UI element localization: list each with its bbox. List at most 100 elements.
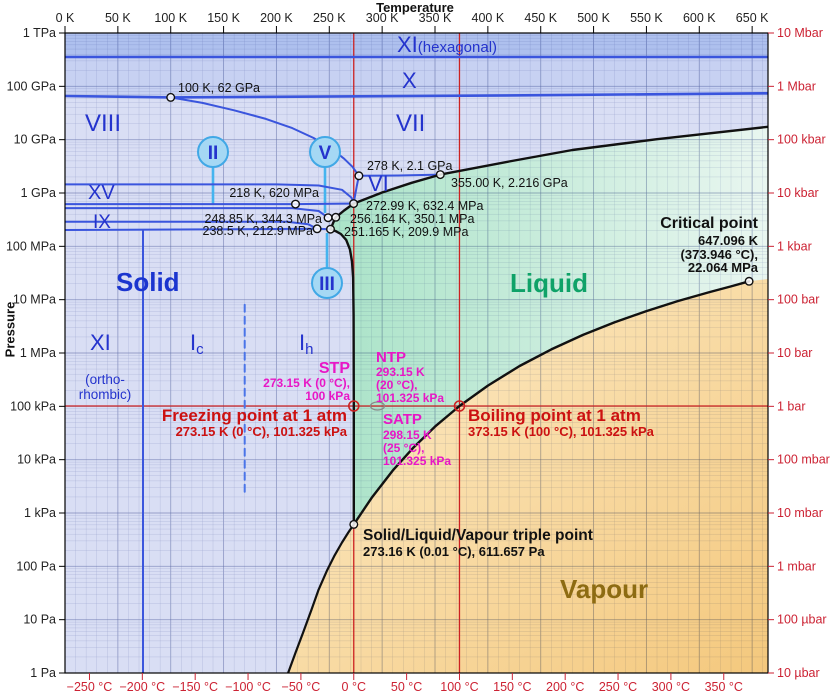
left-tick-label: 100 MPa: [6, 239, 56, 253]
right-tick-label: 10 Mbar: [777, 26, 823, 40]
top-tick-label: 100 K: [154, 11, 187, 25]
top-tick-label: 600 K: [683, 11, 716, 25]
data-point-marker: [326, 224, 336, 234]
data-point-marker: [349, 519, 359, 529]
annotation: Solid/Liquid/Vapour triple point: [363, 527, 593, 544]
right-tick-label: 1 mbar: [777, 559, 816, 573]
top-tick-label: 50 K: [105, 11, 131, 25]
annotation: 278 K, 2.1 GPa: [367, 159, 453, 173]
data-point-marker: [323, 213, 333, 223]
annotation: 238.5 K, 212.9 MPa: [203, 224, 314, 238]
right-tick-label: 10 kbar: [777, 186, 819, 200]
curve-vii-viii-boundary: [169, 96, 360, 177]
data-point-marker: [744, 276, 754, 286]
plot-area: II VIII: [65, 33, 768, 673]
curve-melting-vii: [439, 125, 768, 176]
bottom-tick-label: −250 °C: [67, 680, 113, 692]
phase-circle-label-III: III: [319, 274, 335, 295]
annotation: 647.096 K: [698, 233, 759, 248]
curve-vaporization: [352, 280, 751, 526]
top-tick-label: 300 K: [366, 11, 399, 25]
phase-label-(ortho-: (ortho-: [85, 372, 125, 387]
curve-xv-top-boundary: [65, 183, 355, 205]
left-tick-label: 10 kPa: [17, 453, 56, 467]
grid: [65, 33, 768, 673]
annotation: 248.85 K, 344.3 MPa: [205, 212, 322, 226]
annotation: 298.15 K: [383, 428, 432, 442]
phase-circle-label-II: II: [208, 143, 219, 164]
phase-circle-label-V: V: [319, 143, 332, 164]
phase-circle-III: [311, 267, 343, 299]
annotation: 100 K, 62 GPa: [178, 81, 260, 95]
left-tick-label: 10 MPa: [13, 293, 56, 307]
annotation: 373.15 K (100 °C), 101.325 kPa: [468, 424, 655, 439]
right-tick-label: 10 µbar: [777, 666, 820, 680]
phase-circle-V: [309, 136, 341, 168]
bottom-tick-label: 200 °C: [546, 680, 584, 692]
annotation: 251.165 K, 209.9 MPa: [344, 225, 468, 239]
top-tick-label: 150 K: [207, 11, 240, 25]
bottom-tick-label: 0 °C: [342, 680, 366, 692]
annotation: 273.15 K (0 °C), 101.325 kPa: [176, 424, 348, 439]
right-tick-label: 1 Mbar: [777, 79, 816, 93]
annotation: 273.16 K (0.01 °C), 611.657 Pa: [363, 544, 545, 559]
left-tick-label: 1 GPa: [21, 186, 56, 200]
phase-label-solid: Solid: [116, 267, 180, 297]
left-tick-label: 10 Pa: [23, 613, 56, 627]
right-tick-label: 100 µbar: [777, 613, 827, 627]
curve-ix-mid-boundary: [65, 220, 319, 230]
bottom-tick-label: −100 °C: [225, 680, 271, 692]
data-point-marker: [312, 224, 322, 234]
bottom-tick-label: 350 °C: [705, 680, 743, 692]
annotation: 355.00 K, 2.216 GPa: [451, 176, 568, 190]
annotation: (25 °C),: [383, 441, 424, 455]
bottom-tick-label: −200 °C: [120, 680, 166, 692]
bottom-tick-label: −150 °C: [172, 680, 218, 692]
right-tick-label: 1 kbar: [777, 239, 812, 253]
reference-point-marker: [347, 400, 360, 412]
annotation: Boiling point at 1 atm: [468, 406, 641, 425]
data-point-marker: [349, 199, 359, 209]
bottom-tick-label: 100 °C: [440, 680, 478, 692]
x-axis-title: Temperature: [376, 0, 454, 15]
annotation: NTP: [376, 349, 406, 366]
curve-ix-top-boundary: [65, 207, 330, 219]
phase-label-vi: VI: [368, 171, 389, 196]
annotation: STP: [319, 360, 350, 377]
top-tick-label: 550 K: [630, 11, 663, 25]
annotation: 101.325 kPa: [376, 391, 444, 405]
left-tick-label: 1 kPa: [24, 506, 56, 520]
left-tick-label: 1 MPa: [20, 346, 56, 360]
curve-vi-vii-boundary: [357, 173, 442, 177]
annotation: 218 K, 620 MPa: [229, 186, 319, 200]
bottom-tick-label: 50 °C: [391, 680, 422, 692]
phase-label-vii: VII: [396, 110, 425, 137]
phase-circle-II: [197, 136, 229, 168]
left-tick-label: 100 Pa: [16, 559, 56, 573]
right-tick-label: 100 bar: [777, 293, 819, 307]
annotation: 22.064 MPa: [688, 260, 759, 275]
annotation: 272.99 K, 632.4 MPa: [366, 199, 483, 213]
bottom-tick-label: 300 °C: [652, 680, 690, 692]
top-tick-label: 650 K: [736, 11, 769, 25]
top-tick-label: 500 K: [577, 11, 610, 25]
data-point-marker: [354, 171, 364, 181]
annotation: 293.15 K: [376, 365, 425, 379]
annotation: 100 kPa: [305, 389, 350, 403]
phase-label-ix: IX: [93, 212, 111, 233]
phase-label-x: X: [402, 68, 417, 93]
curve-x-vii-boundary: [65, 92, 768, 99]
right-tick-label: 10 mbar: [777, 506, 823, 520]
region-liquid: [330, 126, 768, 525]
top-tick-label: 450 K: [524, 11, 557, 25]
annotation: Critical point: [660, 215, 758, 232]
bottom-tick-label: 150 °C: [493, 680, 531, 692]
annotation: 256.164 K, 350.1 MPa: [350, 212, 474, 226]
phase-label-viii: VIII: [85, 110, 121, 137]
curve-sublimation: [287, 523, 355, 673]
top-tick-label: 200 K: [260, 11, 293, 25]
left-tick-label: 1 TPa: [23, 26, 56, 40]
left-tick-label: 100 kPa: [10, 399, 56, 413]
